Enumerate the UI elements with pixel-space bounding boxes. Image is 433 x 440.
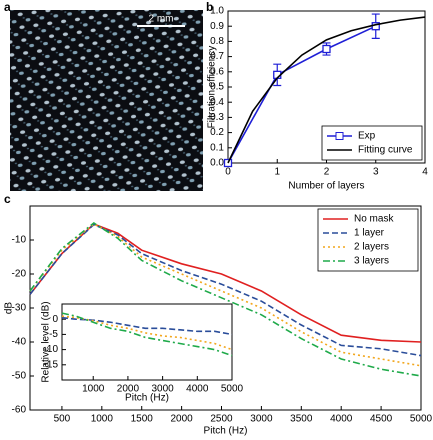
x-tick-label: 5000 — [410, 414, 433, 425]
y-tick-label: -10 — [12, 235, 27, 246]
x-tick-label: 3500 — [290, 414, 313, 425]
x-tick-label: 5000 — [221, 384, 244, 395]
y-tick-label: 1.0 — [210, 6, 224, 17]
series-line — [61, 316, 233, 336]
x-tick-label: 4000 — [186, 384, 209, 395]
x-tick-label: 4000 — [330, 414, 353, 425]
legend-label: Exp — [358, 131, 376, 142]
panel-label: c — [4, 192, 11, 206]
y-tick-label: 0.2 — [210, 127, 224, 138]
inset-background — [62, 304, 232, 380]
legend-label: Fitting curve — [358, 145, 413, 156]
series-line — [29, 223, 422, 367]
x-axis-label: Pitch (Hz) — [125, 393, 169, 404]
x-tick-label: 500 — [54, 414, 71, 425]
legend-label: No mask — [354, 214, 394, 225]
y-tick-label: 0.9 — [210, 21, 224, 32]
x-tick-label: 2000 — [117, 384, 140, 395]
x-axis-label: Number of layers — [288, 181, 364, 192]
x-tick-label: 2000 — [170, 414, 193, 425]
panel-label: a — [4, 0, 11, 14]
y-axis-label: dB — [4, 302, 15, 315]
series-line — [227, 25, 377, 164]
y-tick-label: -15 — [44, 359, 59, 370]
series-line — [61, 312, 233, 357]
marker — [322, 44, 331, 54]
x-tick-label: 1000 — [82, 384, 105, 395]
y-tick-label: -40 — [12, 337, 27, 348]
y-tick-label: 0.1 — [210, 142, 224, 153]
y-tick-label: -30 — [12, 303, 27, 314]
series-line — [29, 223, 422, 357]
legend-label: 1 layer — [354, 228, 385, 239]
y-tick-label: -50 — [12, 371, 27, 382]
y-tick-label: 0 — [52, 314, 58, 325]
y-tick-label: 0.6 — [210, 66, 224, 77]
y-tick-label: -5 — [49, 329, 58, 340]
legend-label: 3 layers — [354, 256, 389, 267]
scale-bar-label: 2 mm — [149, 14, 174, 25]
x-tick-label: 1000 — [91, 414, 114, 425]
x-tick-label: 3 — [373, 167, 379, 178]
y-tick-label: 0.8 — [210, 36, 224, 47]
panel-label: b — [206, 0, 213, 14]
y-tick-label: -60 — [12, 405, 27, 416]
mesh-photo — [10, 10, 203, 191]
legend-marker — [335, 132, 344, 140]
series-line — [227, 16, 426, 164]
legend-label: 2 layers — [354, 242, 389, 253]
y-tick-label: 0.0 — [210, 158, 224, 169]
x-tick-label: 1 — [274, 167, 280, 178]
y-axis-label: Filtration efficiency — [207, 46, 218, 129]
x-tick-label: 0 — [225, 167, 231, 178]
x-tick-label: 2500 — [210, 414, 233, 425]
x-tick-label: 4500 — [370, 414, 393, 425]
series-line — [29, 222, 422, 377]
y-tick-label: 0.4 — [210, 97, 224, 108]
y-tick-label: -20 — [12, 269, 27, 280]
y-tick-label: 0.5 — [210, 82, 224, 93]
y-tick-label: 0.7 — [210, 51, 224, 62]
x-tick-label: 1500 — [131, 414, 154, 425]
x-tick-label: 3000 — [250, 414, 273, 425]
x-axis-label: Pitch (Hz) — [204, 426, 248, 437]
x-tick-label: 4 — [422, 167, 428, 178]
legend-box — [321, 125, 423, 161]
x-tick-label: 3000 — [151, 384, 174, 395]
y-axis-label: Relative level (dB) — [41, 301, 52, 382]
y-tick-label: 0.3 — [210, 112, 224, 123]
x-tick-label: 2 — [324, 167, 330, 178]
plot-frame — [61, 303, 233, 381]
y-tick-label: -10 — [44, 344, 59, 355]
